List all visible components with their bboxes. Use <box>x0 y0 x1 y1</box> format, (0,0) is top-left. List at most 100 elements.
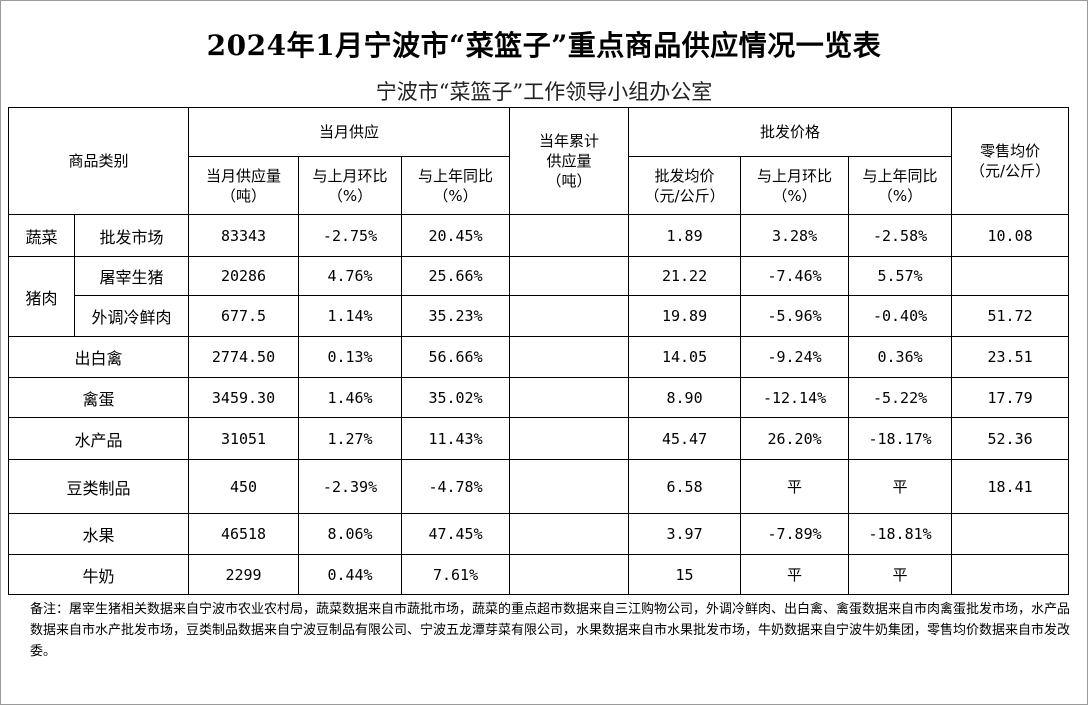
supply-yoy-cell: 25.66% <box>401 256 511 296</box>
price-cell: 15 <box>628 554 742 595</box>
retail-cell: 10.08 <box>951 214 1070 257</box>
header-wholesale-mom: 与上月环比 （%） <box>740 156 850 215</box>
supply-mom-cell: 0.44% <box>298 554 403 595</box>
supply-cell: 46518 <box>188 513 300 555</box>
supply-cell: 31051 <box>188 417 300 460</box>
table-row: 牛奶 2299 0.44% 7.61% 15 平 平 <box>7 554 1070 595</box>
price-yoy-cell: 0.36% <box>848 336 953 378</box>
supply-yoy-cell: 35.23% <box>401 295 511 337</box>
price-yoy-cell: 平 <box>848 554 953 595</box>
subcategory-cell: 外调冷鲜肉 <box>73 295 190 337</box>
price-yoy-cell: -5.22% <box>848 377 953 418</box>
category-cell: 蔬菜 <box>8 214 75 257</box>
cumulative-cell <box>509 459 630 514</box>
price-cell: 8.90 <box>628 377 742 418</box>
retail-cell <box>951 256 1070 296</box>
price-yoy-cell: -2.58% <box>848 214 953 257</box>
retail-cell: 52.36 <box>951 417 1070 460</box>
supply-mom-cell: 4.76% <box>298 256 403 296</box>
price-cell: 3.97 <box>628 513 742 555</box>
supply-mom-cell: 1.27% <box>298 417 403 460</box>
price-mom-cell: 平 <box>740 459 850 514</box>
page-subtitle: 宁波市“菜篮子”工作领导小组办公室 <box>375 80 713 104</box>
supply-cell: 83343 <box>188 214 300 257</box>
supply-cell: 2299 <box>188 554 300 595</box>
header-category: 商品类别 <box>7 107 190 215</box>
category-cell: 猪肉 <box>8 256 75 337</box>
table-row: 豆类制品 450 -2.39% -4.78% 6.58 平 平 18.41 <box>7 459 1070 514</box>
supply-yoy-cell: 35.02% <box>401 377 511 418</box>
price-mom-cell: -7.89% <box>740 513 850 555</box>
retail-cell <box>951 554 1070 595</box>
header-retail-avg: 零售均价 （元/公斤） <box>951 107 1070 215</box>
price-cell: 19.89 <box>628 295 742 337</box>
price-cell: 1.89 <box>628 214 742 257</box>
category-cell: 禽蛋 <box>7 377 190 418</box>
table-row: 猪肉 屠宰生猪 20286 4.76% 25.66% 21.22 -7.46% … <box>8 256 1070 337</box>
cumulative-cell <box>509 377 630 418</box>
price-mom-cell: 26.20% <box>740 417 850 460</box>
page-title: 2024年1月宁波市“菜篮子”重点商品供应情况一览表 <box>206 29 882 62</box>
cumulative-cell <box>509 256 630 296</box>
retail-cell: 17.79 <box>951 377 1070 418</box>
category-cell: 出白禽 <box>7 336 190 378</box>
cumulative-cell <box>509 214 630 257</box>
price-cell: 6.58 <box>628 459 742 514</box>
price-mom-cell: 平 <box>740 554 850 595</box>
supply-yoy-cell: 20.45% <box>401 214 511 257</box>
table-row: 水产品 31051 1.27% 11.43% 45.47 26.20% -18.… <box>7 417 1070 460</box>
table-row: 禽蛋 3459.30 1.46% 35.02% 8.90 -12.14% -5.… <box>7 377 1070 418</box>
price-mom-cell: -7.46% <box>740 256 850 296</box>
retail-cell: 18.41 <box>951 459 1070 514</box>
supply-cell: 450 <box>188 459 300 514</box>
supply-yoy-cell: 11.43% <box>401 417 511 460</box>
header-supply-yoy: 与上年同比 （%） <box>401 156 511 215</box>
supply-cell: 2774.50 <box>188 336 300 378</box>
supply-mom-cell: -2.75% <box>298 214 403 257</box>
cumulative-cell <box>509 513 630 555</box>
retail-cell: 23.51 <box>951 336 1070 378</box>
table-row: 出白禽 2774.50 0.13% 56.66% 14.05 -9.24% 0.… <box>7 336 1070 378</box>
cumulative-cell <box>509 417 630 460</box>
price-mom-cell: -5.96% <box>740 295 850 337</box>
supply-mom-cell: 1.14% <box>298 295 403 337</box>
price-yoy-cell: -0.40% <box>848 295 953 337</box>
cumulative-cell <box>509 295 630 337</box>
price-yoy-cell: -18.81% <box>848 513 953 555</box>
supply-yoy-cell: 56.66% <box>401 336 511 378</box>
supply-mom-cell: 0.13% <box>298 336 403 378</box>
header-supply-volume: 当月供应量 （吨） <box>188 156 300 215</box>
price-cell: 21.22 <box>628 256 742 296</box>
header-cumulative: 当年累计 供应量 （吨） <box>509 107 630 215</box>
supply-mom-cell: -2.39% <box>298 459 403 514</box>
price-yoy-cell: 平 <box>848 459 953 514</box>
cumulative-cell <box>509 554 630 595</box>
price-mom-cell: -12.14% <box>740 377 850 418</box>
category-cell: 水果 <box>7 513 190 555</box>
header-supply-mom: 与上月环比 （%） <box>298 156 403 215</box>
table-row: 蔬菜 批发市场 83343 -2.75% 20.45% 1.89 3.28% -… <box>8 214 1070 257</box>
supply-yoy-cell: 7.61% <box>401 554 511 595</box>
supply-cell: 677.5 <box>188 295 300 337</box>
header-wholesale-price: 批发价格 <box>628 107 953 157</box>
category-cell: 豆类制品 <box>7 459 190 514</box>
header-monthly-supply: 当月供应 <box>188 107 511 157</box>
price-yoy-cell: -18.17% <box>848 417 953 460</box>
price-cell: 14.05 <box>628 336 742 378</box>
retail-cell: 51.72 <box>951 295 1070 337</box>
footnote: 备注：屠宰生猪相关数据来自宁波市农业农村局，蔬菜数据来自市蔬批市场，蔬菜的重点超… <box>30 602 1071 659</box>
supply-cell: 20286 <box>188 256 300 296</box>
supply-yoy-cell: -4.78% <box>401 459 511 514</box>
supply-mom-cell: 8.06% <box>298 513 403 555</box>
subcategory-cell: 屠宰生猪 <box>73 256 190 296</box>
category-cell: 水产品 <box>7 417 190 460</box>
category-cell: 牛奶 <box>7 554 190 595</box>
price-cell: 45.47 <box>628 417 742 460</box>
supply-cell: 3459.30 <box>188 377 300 418</box>
header-wholesale-yoy: 与上年同比 （%） <box>848 156 953 215</box>
supply-yoy-cell: 47.45% <box>401 513 511 555</box>
price-mom-cell: 3.28% <box>740 214 850 257</box>
cumulative-cell <box>509 336 630 378</box>
price-yoy-cell: 5.57% <box>848 256 953 296</box>
price-mom-cell: -9.24% <box>740 336 850 378</box>
